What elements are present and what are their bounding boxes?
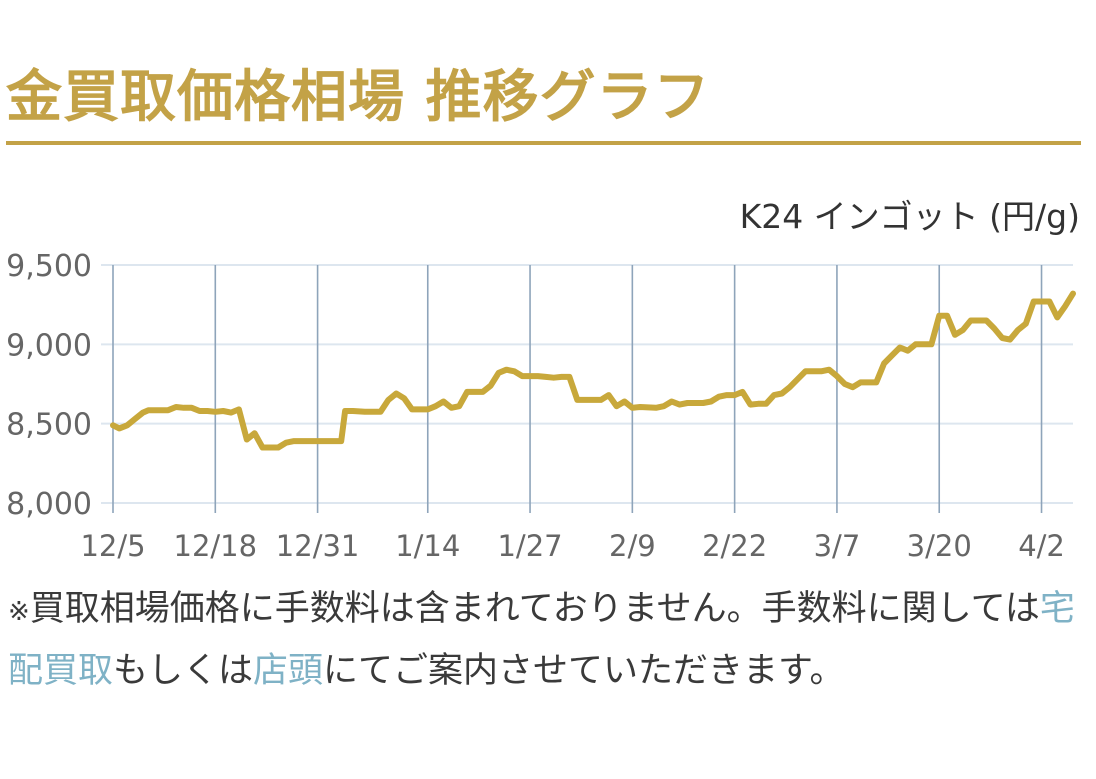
title-underline (6, 141, 1081, 145)
x-tick-label-1: 12/18 (174, 529, 258, 563)
horizontal-gridlines (101, 264, 1073, 504)
x-tick-label-5: 2/9 (609, 529, 656, 563)
x-tick-label-8: 3/20 (907, 529, 972, 563)
x-tick-label-3: 1/14 (395, 529, 460, 563)
page-title: 金買取価格相場 推移グラフ (6, 65, 711, 130)
x-tick-label-2: 12/31 (276, 529, 360, 563)
fee-disclaimer: ※買取相場価格に手数料は含まれておりません。手数料に関しては宅配買取もしくは店頭… (8, 580, 1088, 701)
y-tick-label-3: 8,000 (6, 487, 92, 522)
series-line-0 (110, 290, 1076, 451)
chart-unit-label: K24 インゴット (円/g) (739, 197, 1080, 236)
note-text-2: もしくは (113, 651, 254, 691)
x-tick-label-9: 4/2 (1018, 529, 1065, 563)
store-purchase-link[interactable]: 店頭 (253, 651, 324, 691)
note-text-3: にてご案内させていただきます。 (323, 651, 845, 691)
x-tick-label-4: 1/27 (497, 529, 562, 563)
x-tick-label-7: 3/7 (814, 529, 861, 563)
mail-purchase-link[interactable]: 宅配買取 (8, 589, 1075, 691)
vertical-gridlines (112, 265, 1043, 513)
x-tick-label-0: 12/5 (80, 529, 145, 563)
y-tick-label-1: 9,000 (6, 328, 92, 363)
series-layer (110, 290, 1076, 451)
note-text-1: 買取相場価格に手数料は含まれておりません。手数料に関しては (29, 589, 1040, 629)
note-mark: ※ (8, 597, 30, 627)
y-axis-tick-labels: 9,500 9,000 8,500 8,000 (6, 249, 92, 522)
x-tick-label-6: 2/22 (702, 529, 767, 563)
x-axis-tick-labels: 12/5 12/18 12/31 1/14 1/27 2/9 2/22 3/7 3/20 4/2 (80, 529, 1064, 563)
y-tick-label-2: 8,500 (6, 408, 92, 443)
y-tick-label-0: 9,500 (6, 249, 92, 284)
